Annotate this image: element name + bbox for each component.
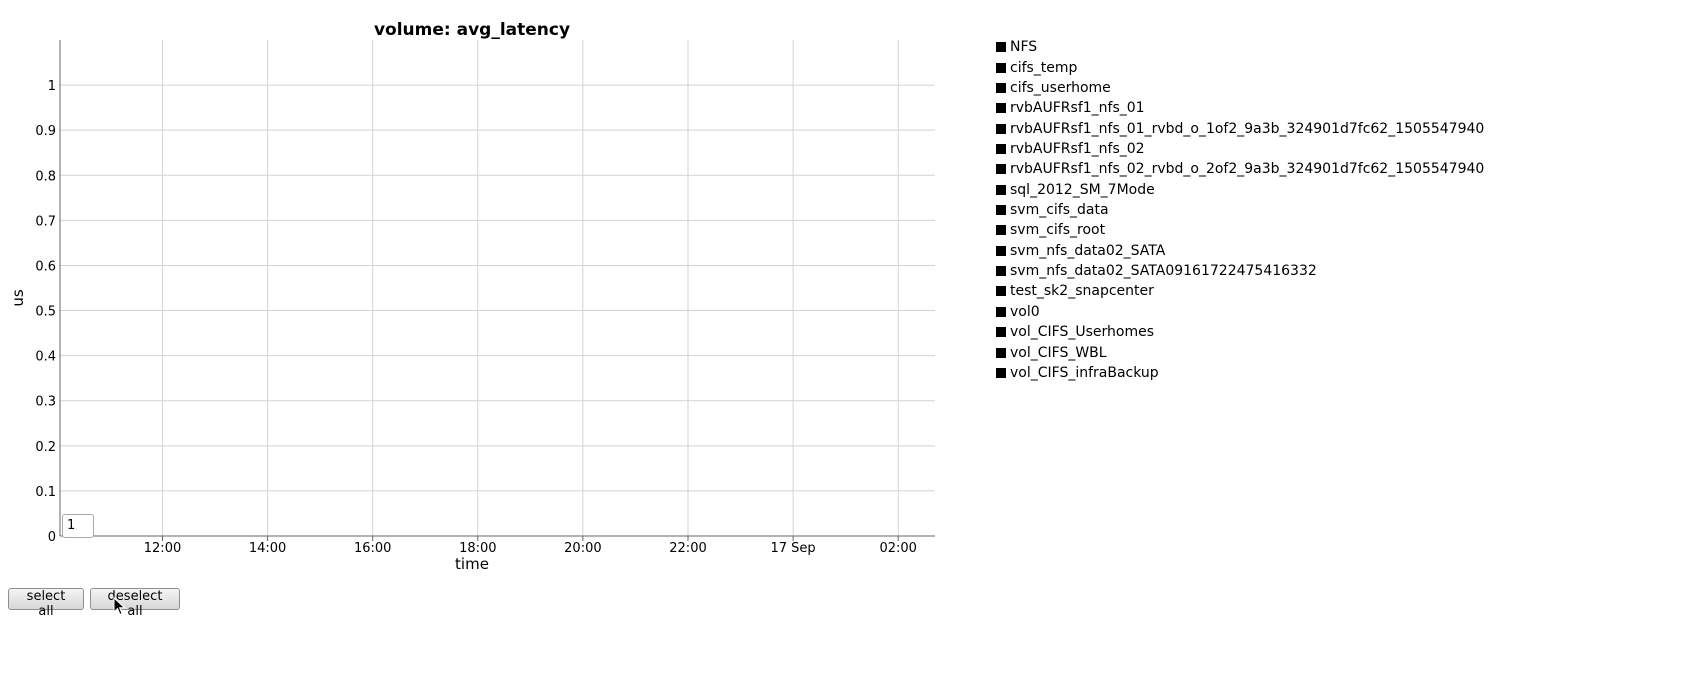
legend-swatch-icon — [996, 103, 1006, 114]
legend-label: vol0 — [1010, 303, 1040, 320]
legend-item[interactable]: vol0 — [996, 302, 1484, 322]
legend-item[interactable]: cifs_userhome — [996, 78, 1484, 98]
legend-label: NFS — [1010, 39, 1038, 56]
legend-item[interactable]: rvbAUFRsf1_nfs_01_rvbd_o_1of2_9a3b_32490… — [996, 118, 1484, 138]
legend-label: svm_cifs_root — [1010, 222, 1106, 239]
chart-grid — [60, 40, 935, 536]
x-tick-label: 02:00 — [879, 541, 916, 556]
legend-label: svm_cifs_data — [1010, 202, 1109, 219]
legend-swatch-icon — [996, 205, 1006, 216]
chart-canvas: volume: avg_latency 00.10.20.30.40.50.60… — [9, 20, 935, 573]
x-tick-label: 16:00 — [354, 541, 391, 556]
y-tick-label: 0.3 — [35, 395, 56, 410]
legend-item[interactable]: test_sk2_snapcenter — [996, 281, 1484, 301]
legend-label: rvbAUFRsf1_nfs_02 — [1010, 140, 1145, 157]
legend-item[interactable]: vol_CIFS_Userhomes — [996, 322, 1484, 342]
y-axis-label: us — [9, 289, 27, 307]
chart-title: volume: avg_latency — [374, 20, 570, 40]
legend-swatch-icon — [996, 327, 1006, 338]
legend-item[interactable]: NFS — [996, 37, 1484, 57]
select-all-button[interactable]: select all — [8, 588, 84, 619]
y-tick-label: 0 — [48, 530, 56, 545]
chart-legend: NFS cifs_temp cifs_userhome rvbAUFRsf1_nfs_… — [996, 37, 1484, 383]
legend-swatch-icon — [996, 62, 1006, 73]
legend-item[interactable]: vol_CIFS_WBL — [996, 342, 1484, 362]
legend-swatch-icon — [996, 143, 1006, 154]
y-tick-label: 0.6 — [35, 259, 56, 274]
legend-swatch-icon — [996, 82, 1006, 93]
x-tick-label: 17 Sep — [771, 541, 816, 556]
legend-item[interactable]: rvbAUFRsf1_nfs_01 — [996, 98, 1484, 118]
legend-item[interactable]: svm_cifs_root — [996, 220, 1484, 240]
legend-label: vol_CIFS_infraBackup — [1010, 364, 1159, 381]
legend-label: cifs_userhome — [1010, 79, 1111, 96]
legend-swatch-icon — [996, 184, 1006, 195]
legend-item[interactable]: rvbAUFRsf1_nfs_02 — [996, 139, 1484, 159]
legend-item[interactable]: cifs_temp — [996, 57, 1484, 77]
x-tick-label: 20:00 — [564, 541, 601, 556]
y-tick-label: 0.9 — [35, 124, 56, 139]
y-tick-label: 0.5 — [35, 305, 56, 320]
x-tick-label: 14:00 — [249, 541, 286, 556]
x-tick-label: 18:00 — [459, 541, 496, 556]
deselect-all-button[interactable]: deselect all — [90, 588, 180, 619]
y-axis-ticks: 0 0.1 0.2 0.3 0.4 0.5 0.6 0.7 0.8 0.9 1 — [35, 79, 56, 545]
y-tick-label: 1 — [48, 79, 56, 94]
legend-label: svm_nfs_data02_SATA09161722475416332 — [1010, 263, 1317, 280]
legend-item[interactable]: rvbAUFRsf1_nfs_02_rvbd_o_2of2_9a3b_32490… — [996, 159, 1484, 179]
legend-swatch-icon — [996, 225, 1006, 236]
y-tick-label: 0.8 — [35, 169, 56, 184]
x-tick-label: 12:00 — [144, 541, 181, 556]
legend-swatch-icon — [996, 367, 1006, 378]
legend-swatch-icon — [996, 123, 1006, 134]
chart-axes — [59, 40, 935, 541]
legend-label: rvbAUFRsf1_nfs_01_rvbd_o_1of2_9a3b_32490… — [1010, 120, 1485, 137]
x-axis-label: time — [455, 555, 489, 573]
legend-item[interactable]: sql_2012_SM_7Mode — [996, 180, 1484, 200]
legend-swatch-icon — [996, 347, 1006, 358]
x-tick-label: 22:00 — [669, 541, 706, 556]
legend-label: rvbAUFRsf1_nfs_02_rvbd_o_2of2_9a3b_32490… — [1010, 161, 1485, 178]
smoothing-input[interactable]: 1 — [62, 514, 94, 538]
legend-label: cifs_temp — [1010, 59, 1078, 76]
legend-label: rvbAUFRsf1_nfs_01 — [1010, 100, 1145, 117]
legend-swatch-icon — [996, 306, 1006, 317]
legend-label: sql_2012_SM_7Mode — [1010, 181, 1155, 198]
legend-label: vol_CIFS_Userhomes — [1010, 324, 1154, 341]
legend-swatch-icon — [996, 286, 1006, 297]
legend-swatch-icon — [996, 245, 1006, 256]
legend-label: test_sk2_snapcenter — [1010, 283, 1154, 300]
legend-swatch-icon — [996, 266, 1006, 277]
y-tick-label: 0.7 — [35, 214, 56, 229]
mouse-cursor-icon — [113, 597, 126, 616]
legend-item[interactable]: vol_CIFS_infraBackup — [996, 363, 1484, 383]
legend-item[interactable]: svm_cifs_data — [996, 200, 1484, 220]
legend-item[interactable]: svm_nfs_data02_SATA — [996, 241, 1484, 261]
y-tick-label: 0.1 — [35, 485, 56, 500]
legend-label: svm_nfs_data02_SATA — [1010, 242, 1166, 259]
y-tick-label: 0.2 — [35, 440, 56, 455]
legend-swatch-icon — [996, 42, 1006, 53]
y-tick-label: 0.4 — [35, 350, 56, 365]
legend-swatch-icon — [996, 164, 1006, 175]
legend-item[interactable]: svm_nfs_data02_SATA09161722475416332 — [996, 261, 1484, 281]
legend-label: vol_CIFS_WBL — [1010, 344, 1107, 361]
x-axis-ticks: 12:00 14:00 16:00 18:00 20:00 22:00 17 Sep 02:0… — [144, 541, 917, 556]
